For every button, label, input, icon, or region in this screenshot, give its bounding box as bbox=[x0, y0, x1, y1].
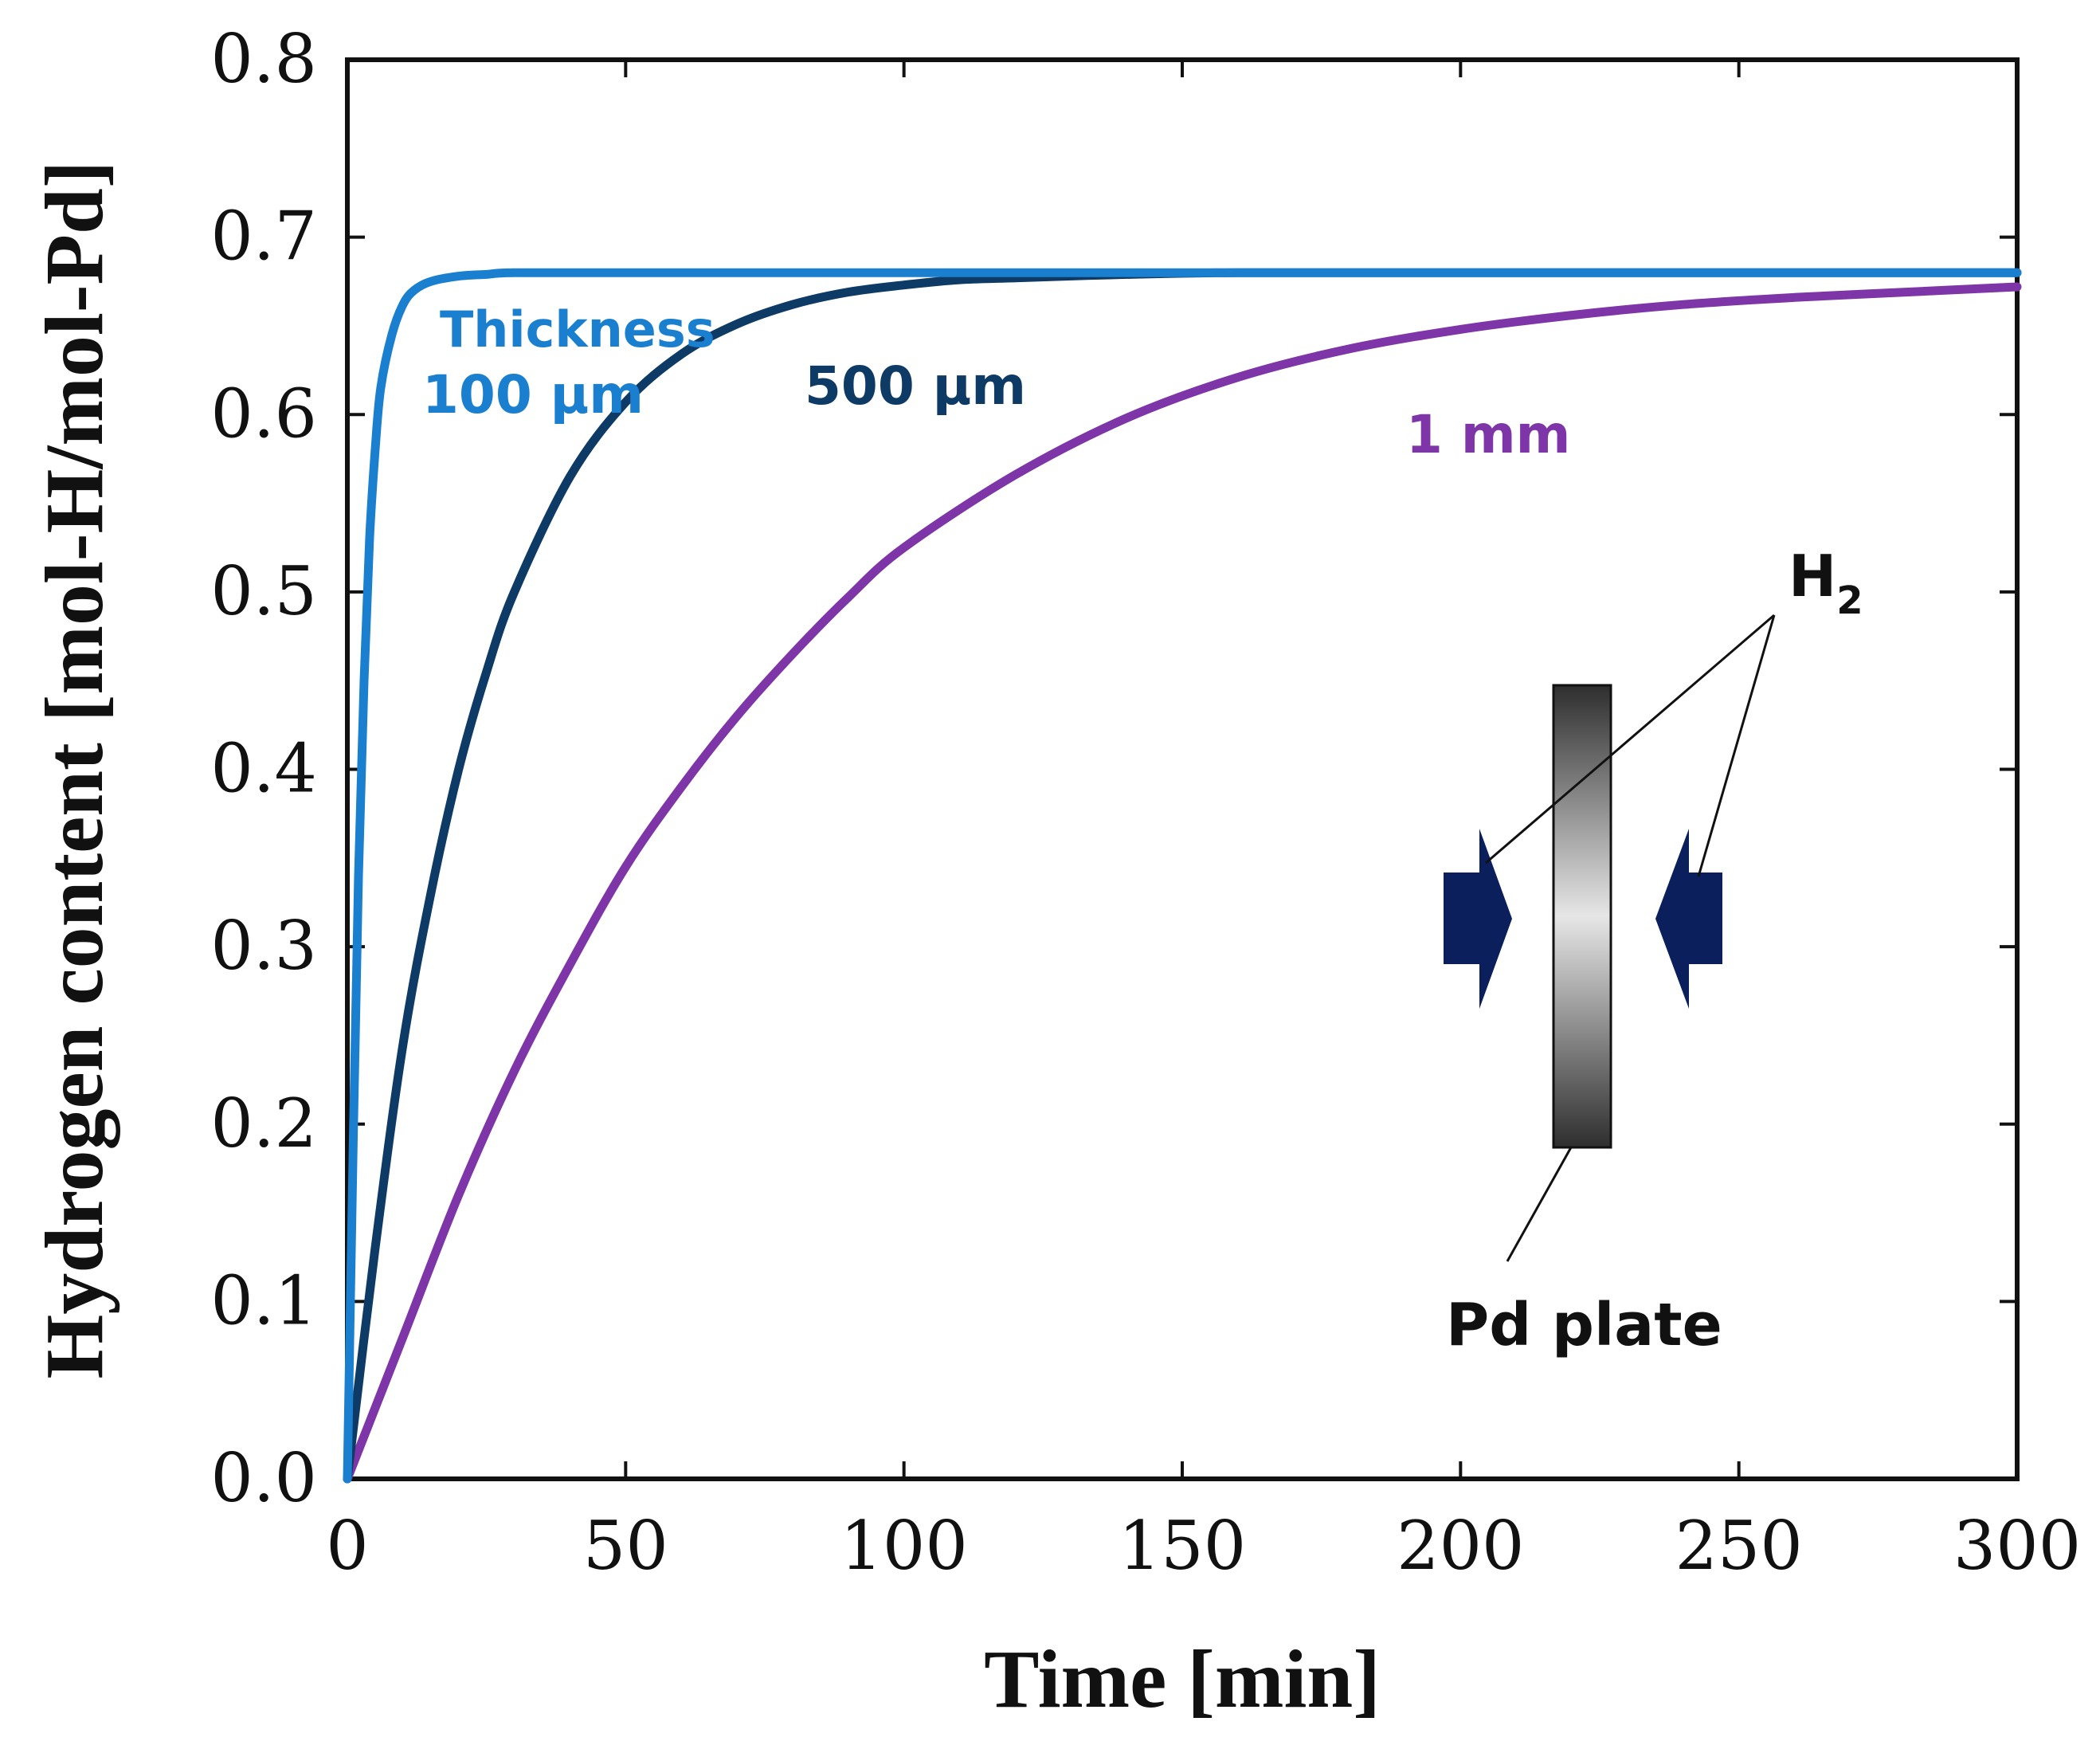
x-tick-label: 300 bbox=[1953, 1507, 2081, 1585]
y-tick-label: 0.2 bbox=[210, 1084, 317, 1163]
data-series bbox=[343, 268, 2022, 1484]
h2-leader-line-right bbox=[1697, 614, 1776, 877]
pd-plate-diagram: H2 Pd plate bbox=[1444, 543, 1863, 1359]
h2-subscript: 2 bbox=[1836, 578, 1863, 623]
y-tick-label: 0.4 bbox=[210, 730, 317, 808]
h2-arrow-right-icon bbox=[1655, 829, 1722, 1009]
y-tick-label: 0.5 bbox=[210, 552, 317, 630]
pd-leader-line bbox=[1506, 1147, 1573, 1262]
series-line-500-m bbox=[343, 268, 2022, 1484]
y-tick-label: 0.0 bbox=[210, 1439, 317, 1517]
label-100um: 100 µm bbox=[422, 364, 644, 425]
y-axis-title: Hydrogen content [mol-H/mol-Pd] bbox=[29, 160, 120, 1378]
x-tick-label: 150 bbox=[1119, 1507, 1246, 1585]
x-tick-label: 250 bbox=[1675, 1507, 1802, 1585]
y-tick-label: 0.3 bbox=[210, 907, 317, 985]
h2-arrow-left-icon bbox=[1444, 829, 1512, 1009]
x-tick-label: 0 bbox=[326, 1507, 368, 1585]
series-line-1-mm bbox=[343, 282, 2022, 1484]
y-tick-label: 0.7 bbox=[210, 198, 317, 276]
y-tick-label: 0.8 bbox=[210, 20, 317, 98]
x-tick-label: 200 bbox=[1397, 1507, 1524, 1585]
x-tick-label: 50 bbox=[583, 1507, 668, 1585]
h2-letter: H bbox=[1789, 543, 1836, 610]
y-tick-label: 0.6 bbox=[210, 374, 317, 453]
x-tick-label: 100 bbox=[840, 1507, 967, 1585]
series-line-100-m bbox=[343, 268, 2022, 1484]
axis-tick-labels: 0 50 100 150 200 250 300 0.0 0.1 0.2 0.3 0.4 0.5 0.6 0… bbox=[210, 20, 2081, 1585]
label-thickness-word: Thickness bbox=[440, 300, 715, 359]
x-axis-title: Time [min] bbox=[984, 1633, 1381, 1725]
label-1mm: 1 mm bbox=[1406, 404, 1570, 465]
h2-label: H2 bbox=[1789, 543, 1863, 623]
pd-plate bbox=[1552, 684, 1612, 1149]
h2-leader-line-left bbox=[1485, 614, 1775, 865]
pd-plate-label: Pd plate bbox=[1446, 1291, 1722, 1359]
y-tick-label: 0.1 bbox=[210, 1261, 317, 1339]
label-500um: 500 µm bbox=[805, 355, 1026, 417]
